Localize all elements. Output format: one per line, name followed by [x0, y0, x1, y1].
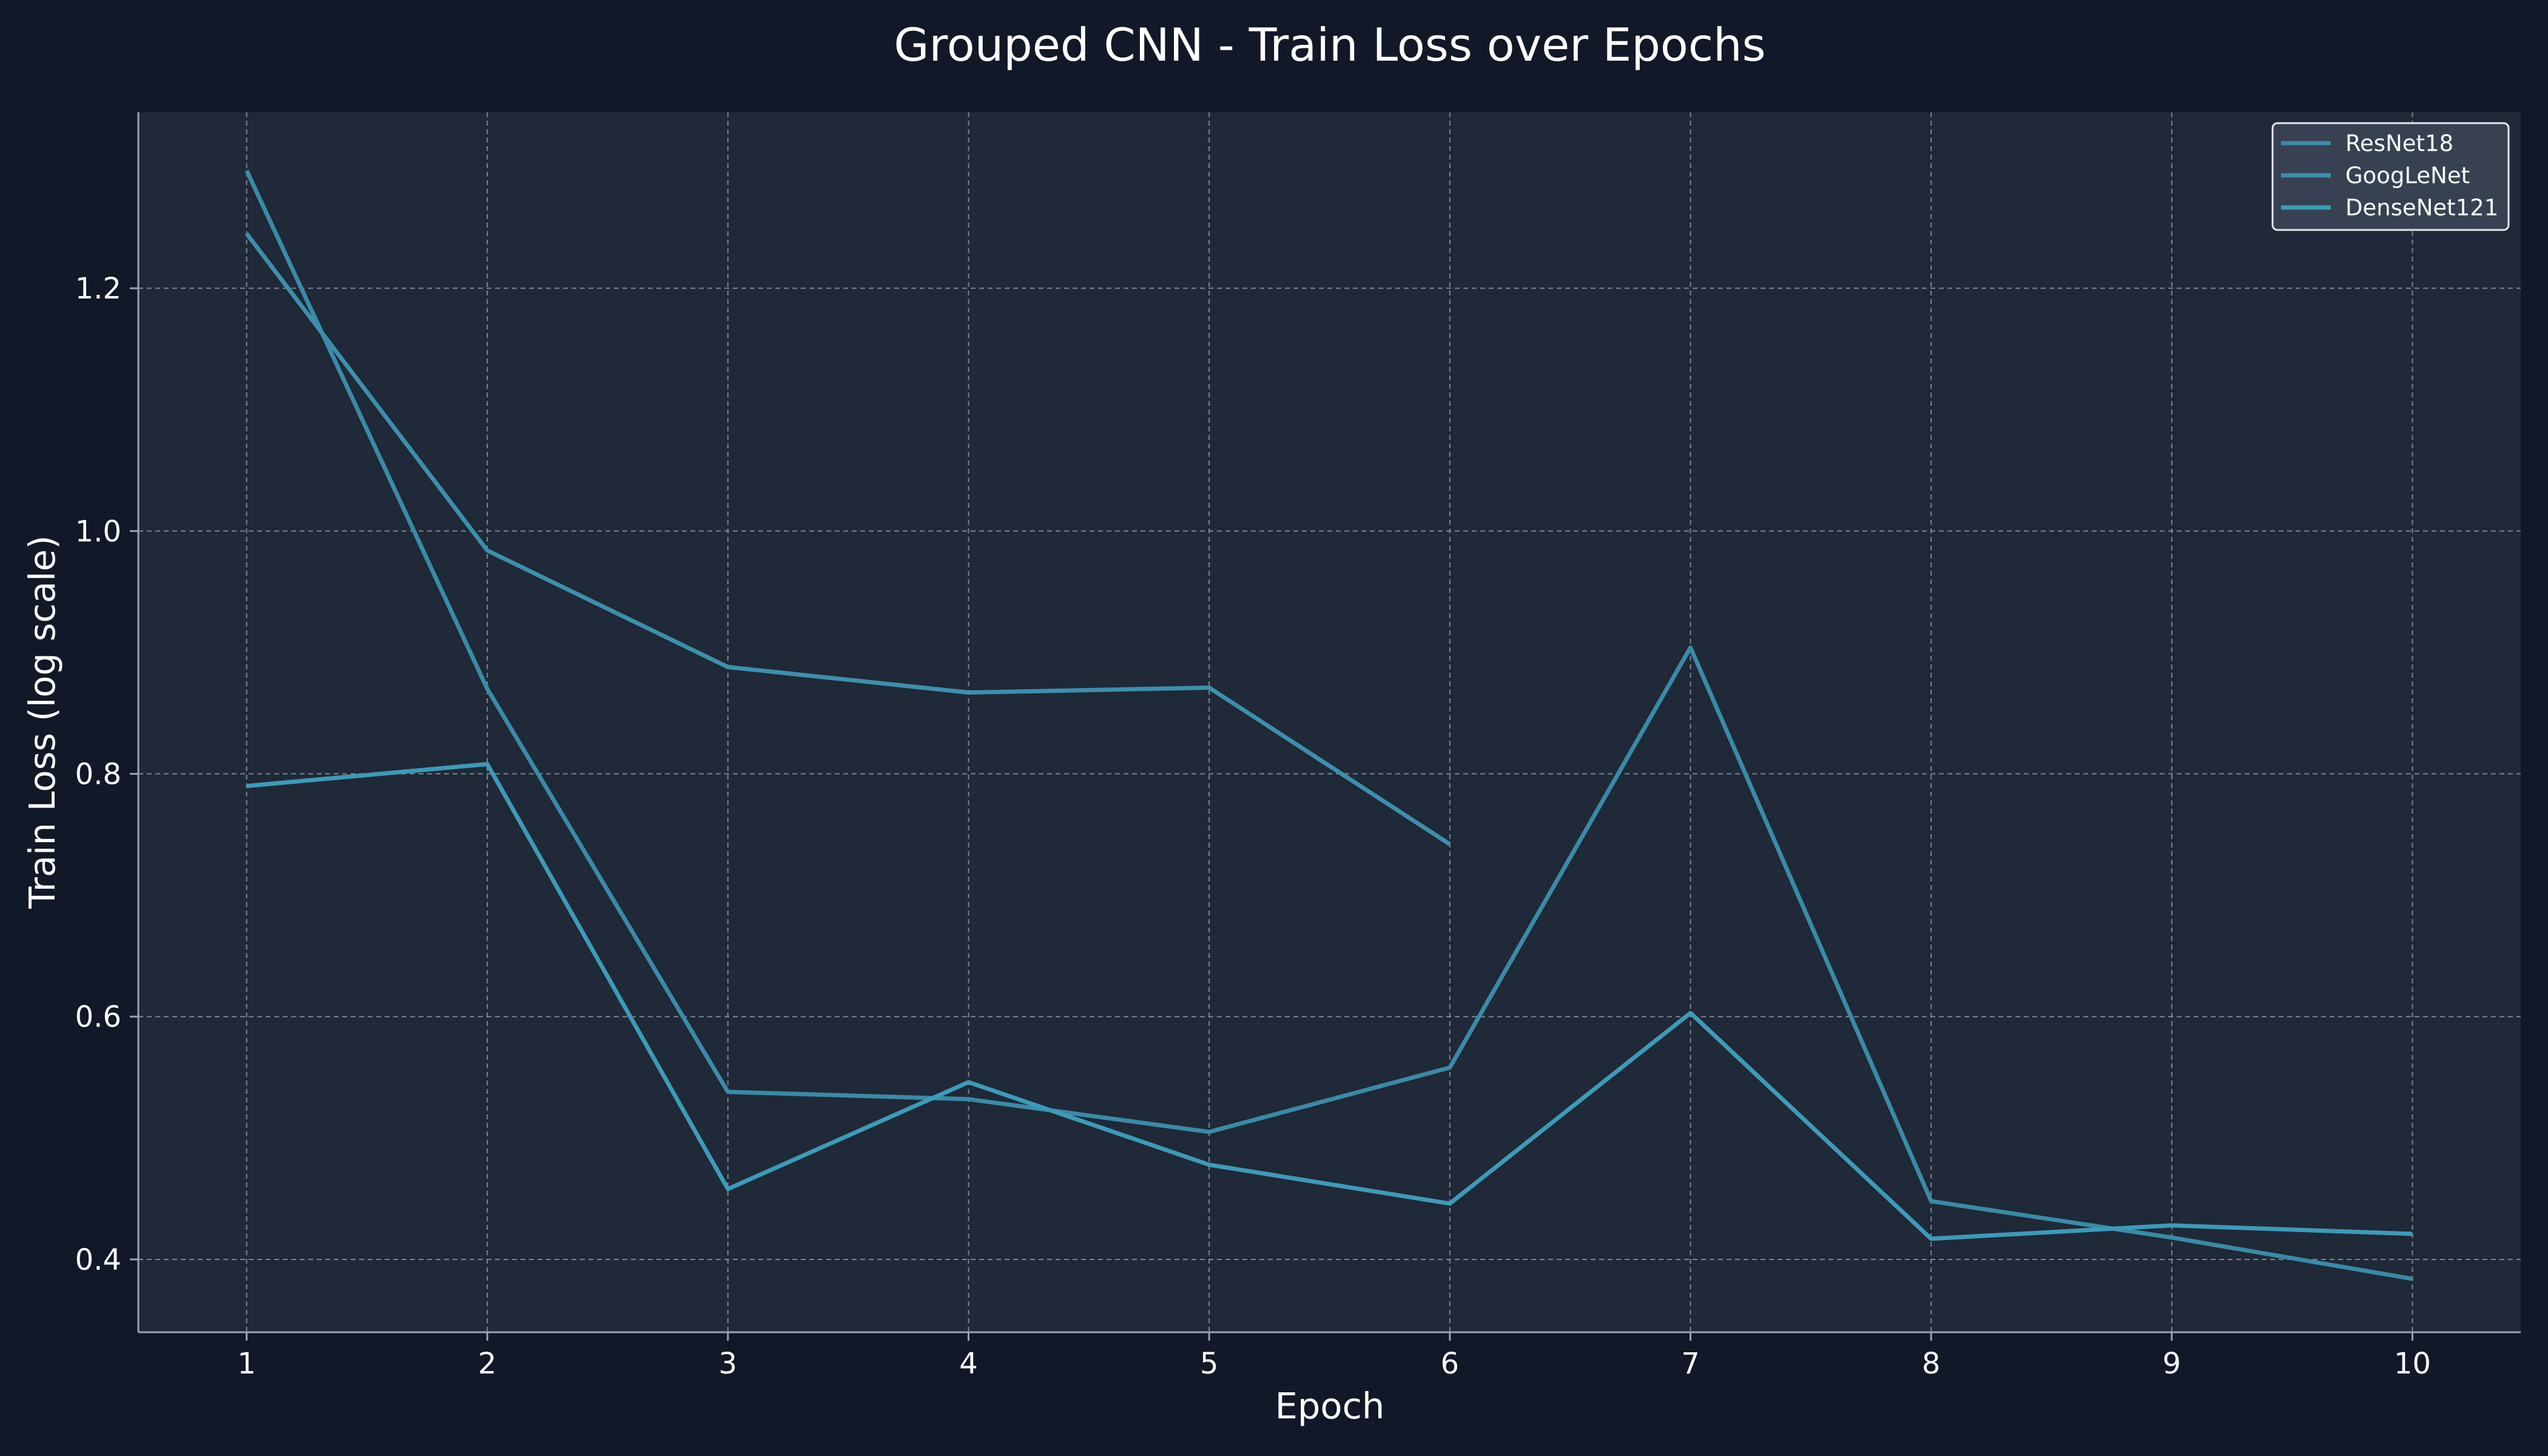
y-tick-label: 0.4	[75, 1243, 121, 1277]
legend-box	[2271, 122, 2510, 231]
x-tick-label: 9	[2163, 1347, 2182, 1381]
legend-label-densenet121: DenseNet121	[2345, 195, 2498, 221]
plot-area	[138, 112, 2521, 1332]
ticks: 1 2 3 4 5 6 7 8 9 10 0.4 0.6 0.8 1.0 1.2	[75, 272, 2431, 1381]
y-tick-label: 0.6	[75, 1000, 121, 1034]
x-tick-label: 6	[1441, 1347, 1460, 1381]
x-axis-label: Epoch	[1275, 1385, 1385, 1427]
y-tick-label: 0.8	[75, 758, 121, 792]
chart-title: Grouped CNN - Train Loss over Epochs	[894, 18, 1765, 72]
y-tick-label: 1.2	[75, 272, 121, 306]
legend: ResNet18 GoogLeNet DenseNet121	[2271, 122, 2510, 231]
series-line-resnet18	[244, 169, 2413, 1281]
legend-label-googlenet: GoogLeNet	[2345, 163, 2470, 189]
x-tick-label: 8	[1922, 1347, 1941, 1381]
legend-label-resnet18: ResNet18	[2345, 130, 2453, 157]
x-tick-label: 1	[237, 1347, 256, 1381]
x-tick-label: 5	[1200, 1347, 1219, 1381]
y-axis-label: Train Loss (log scale)	[21, 535, 63, 909]
grid	[138, 112, 2521, 1332]
x-tick-label: 4	[959, 1347, 978, 1381]
y-tick-label: 1.0	[75, 514, 121, 548]
series-line-densenet121	[246, 762, 2413, 1241]
series	[244, 169, 2413, 1281]
x-tick-label: 2	[478, 1347, 497, 1381]
x-tick-label: 7	[1681, 1347, 1700, 1381]
x-tick-label: 10	[2394, 1347, 2431, 1381]
x-tick-label: 3	[719, 1347, 738, 1381]
series-line-googlenet	[244, 232, 1451, 846]
